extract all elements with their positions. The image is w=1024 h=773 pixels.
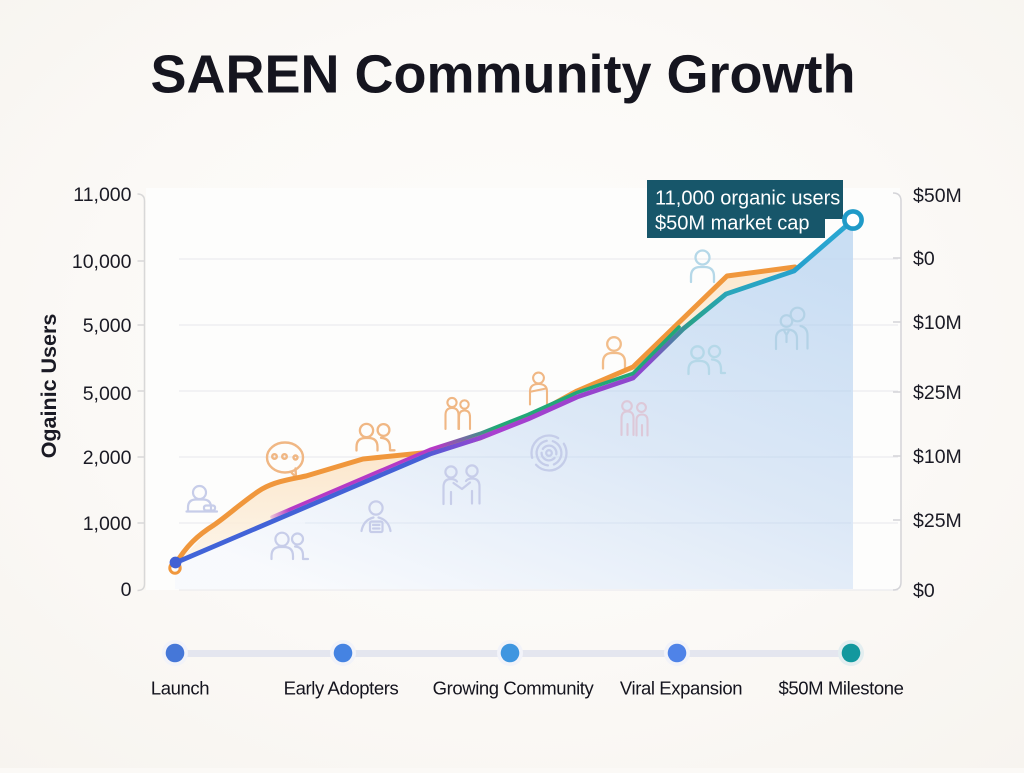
svg-text:$10M: $10M — [913, 312, 962, 334]
svg-text:0: 0 — [121, 579, 132, 601]
svg-text:$25M: $25M — [913, 510, 962, 532]
svg-text:SAREN Community Growth: SAREN Community Growth — [150, 45, 855, 105]
svg-text:Ogainic Users: Ogainic Users — [37, 314, 61, 459]
svg-text:Launch: Launch — [151, 678, 209, 699]
svg-text:$0: $0 — [913, 580, 935, 602]
svg-text:11,000: 11,000 — [73, 184, 131, 206]
svg-text:$50M Milestone: $50M Milestone — [779, 678, 904, 699]
svg-text:1,000: 1,000 — [83, 513, 132, 535]
svg-text:Early Adopters: Early Adopters — [284, 678, 399, 699]
svg-text:$0: $0 — [913, 248, 935, 270]
svg-text:10,000: 10,000 — [72, 251, 132, 273]
svg-text:$50M market cap: $50M market cap — [655, 213, 810, 235]
svg-text:Growing Community: Growing Community — [433, 678, 595, 699]
svg-text:Viral Expansion: Viral Expansion — [620, 678, 742, 699]
svg-text:5,000: 5,000 — [83, 315, 132, 337]
svg-text:2,000: 2,000 — [83, 447, 132, 469]
svg-text:11,000 organic users: 11,000 organic users — [655, 188, 840, 210]
svg-text:$25M: $25M — [913, 382, 962, 404]
svg-text:5,000: 5,000 — [83, 383, 132, 405]
svg-text:$10M: $10M — [913, 446, 962, 468]
svg-text:$50M: $50M — [913, 185, 962, 207]
